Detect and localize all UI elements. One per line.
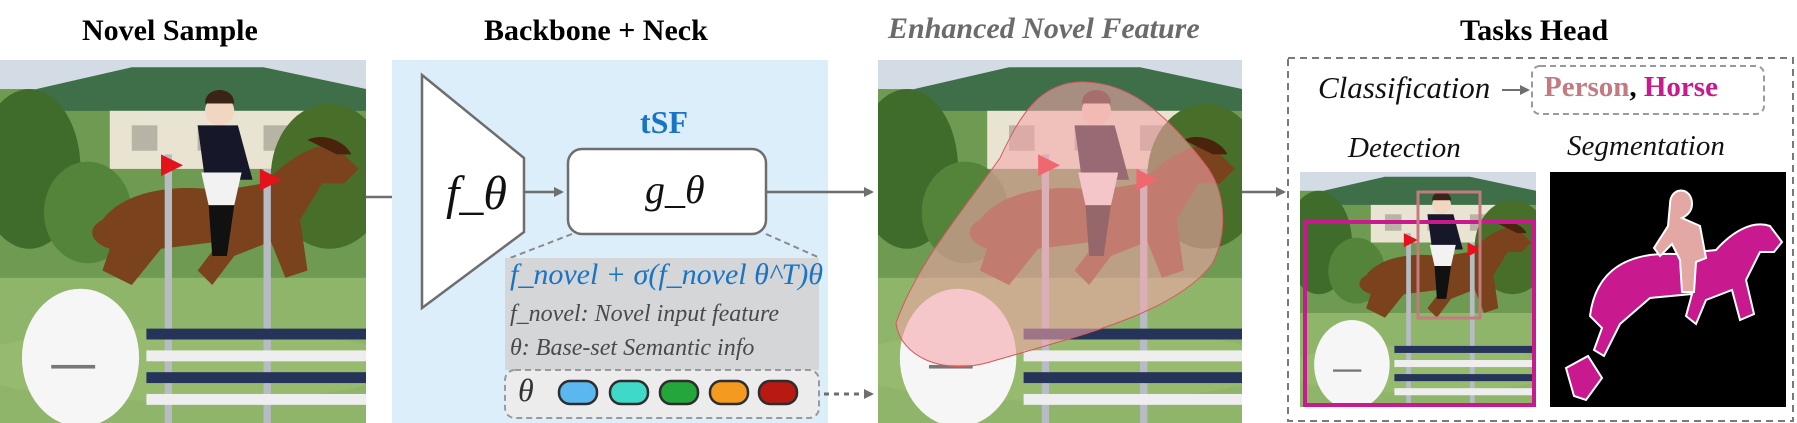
classification-label: Classification xyxy=(1318,70,1491,105)
theta-token-4 xyxy=(708,379,750,406)
segmentation-label: Segmentation xyxy=(1567,130,1725,162)
detection-image xyxy=(1300,172,1536,407)
title-tasks-head: Tasks Head xyxy=(1460,14,1609,47)
theta-token-5 xyxy=(757,379,799,406)
tasks-head-frame xyxy=(1287,57,1794,422)
f-theta-block xyxy=(420,72,526,311)
detection-label: Detection xyxy=(1348,132,1461,164)
segmentation-mask xyxy=(1550,172,1786,407)
class-separator: , xyxy=(1629,71,1637,103)
class-person: Person xyxy=(1544,71,1630,103)
enhanced-feature-image xyxy=(878,60,1242,423)
classification-result: Person, Horse xyxy=(1544,71,1718,104)
legend-theta-text: θ: Base-set Semantic info xyxy=(510,335,755,361)
title-enhanced-feature: Enhanced Novel Feature xyxy=(888,12,1200,45)
classification-result-box xyxy=(1531,65,1765,115)
tsf-label: tSF xyxy=(640,104,688,140)
theta-token-2 xyxy=(608,379,650,406)
title-backbone-neck: Backbone + Neck xyxy=(484,14,708,47)
title-novel-sample: Novel Sample xyxy=(82,14,258,47)
class-horse: Horse xyxy=(1643,71,1718,103)
attention-highlight xyxy=(895,81,1224,367)
f-theta-label: f_θ xyxy=(446,167,507,220)
novel-sample-image xyxy=(0,60,366,423)
theta-token-3 xyxy=(658,379,700,406)
formula-box xyxy=(505,258,819,370)
g-theta-label: g_θ xyxy=(645,167,705,212)
theta-token-1 xyxy=(557,379,599,406)
callout-line-left xyxy=(509,233,573,259)
legend-novel-text: f_novel: Novel input feature xyxy=(510,301,780,327)
segmentation-horse-legs xyxy=(1564,354,1604,402)
segmentation-person xyxy=(1652,189,1708,293)
formula-text: f_novel + σ(f_novel θ^T)θ xyxy=(510,258,823,291)
theta-token-label: θ xyxy=(518,372,534,408)
detection-box-person xyxy=(1416,190,1482,320)
